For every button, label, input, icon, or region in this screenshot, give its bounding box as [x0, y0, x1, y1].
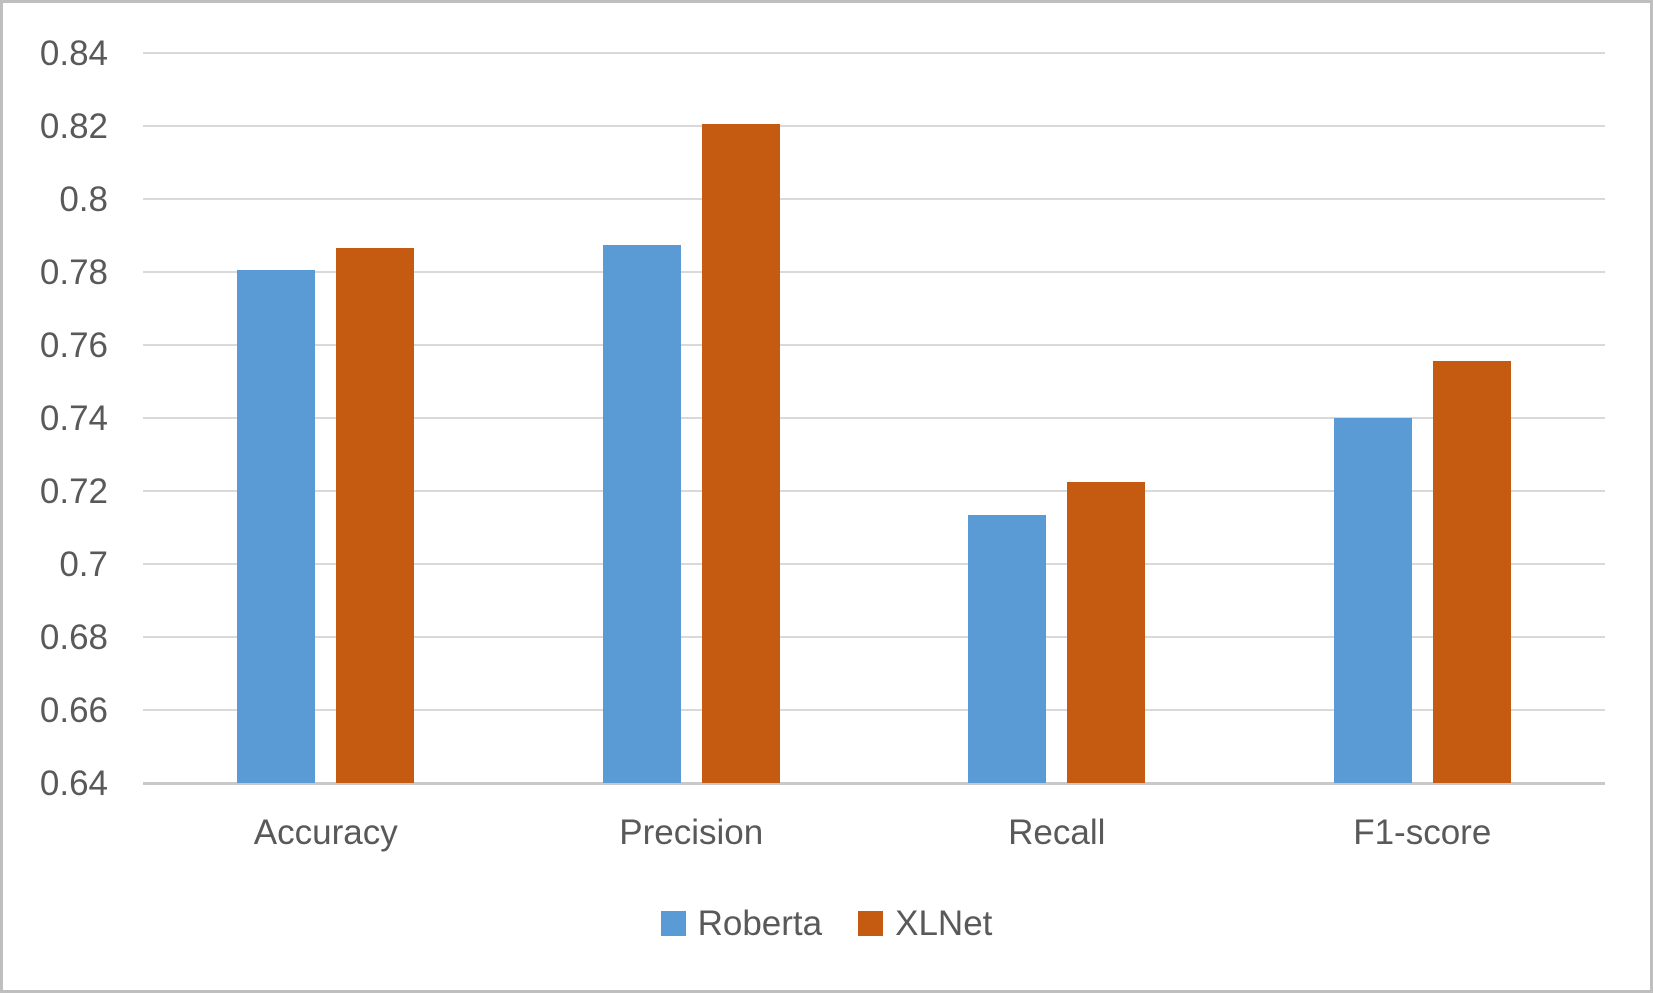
legend-item-xlnet: XLNet — [858, 906, 992, 941]
bar-xlnet-accuracy — [336, 248, 414, 783]
legend-item-roberta: Roberta — [660, 904, 823, 943]
legend-swatch-roberta — [660, 911, 686, 936]
legend-swatch-xlnet — [858, 911, 884, 936]
legend: Roberta XLNet — [3, 906, 1650, 941]
y-tick-label: 0.74 — [39, 399, 108, 438]
gridline — [143, 417, 1605, 419]
x-axis-line — [143, 782, 1605, 785]
bar-roberta-accuracy — [237, 270, 315, 783]
y-tick-label: 0.82 — [39, 107, 108, 146]
x-axis-label-f1-score: F1-score — [1353, 813, 1492, 852]
gridline — [143, 490, 1605, 492]
y-tick-label: 0.7 — [59, 545, 108, 584]
bar-xlnet-recall — [1067, 481, 1145, 783]
legend-label-roberta: Roberta — [697, 904, 823, 943]
gridline — [143, 636, 1605, 638]
legend-label-xlnet: XLNet — [895, 904, 993, 943]
y-tick-label: 0.8 — [59, 180, 108, 219]
y-tick-label: 0.64 — [39, 764, 108, 803]
gridline — [143, 52, 1605, 54]
gridline — [143, 271, 1605, 273]
bar-roberta-recall — [968, 514, 1046, 783]
bar-xlnet-f1-score — [1433, 361, 1511, 783]
y-tick-label: 0.78 — [39, 253, 108, 292]
y-tick-label: 0.66 — [39, 691, 108, 730]
bar-roberta-precision — [603, 244, 681, 783]
y-tick-label: 0.84 — [39, 34, 108, 73]
x-axis-label-recall: Recall — [1008, 813, 1106, 852]
y-tick-label: 0.72 — [39, 472, 108, 511]
gridline — [143, 709, 1605, 711]
y-tick-label: 0.68 — [39, 618, 108, 657]
y-tick-label: 0.76 — [39, 326, 108, 365]
bar-xlnet-precision — [702, 124, 780, 783]
gridline — [143, 198, 1605, 200]
x-axis-label-accuracy: Accuracy — [253, 813, 398, 852]
gridline — [143, 563, 1605, 565]
bar-roberta-f1-score — [1334, 418, 1412, 783]
x-axis-label-precision: Precision — [619, 813, 764, 852]
gridline — [143, 344, 1605, 346]
gridline — [143, 125, 1605, 127]
